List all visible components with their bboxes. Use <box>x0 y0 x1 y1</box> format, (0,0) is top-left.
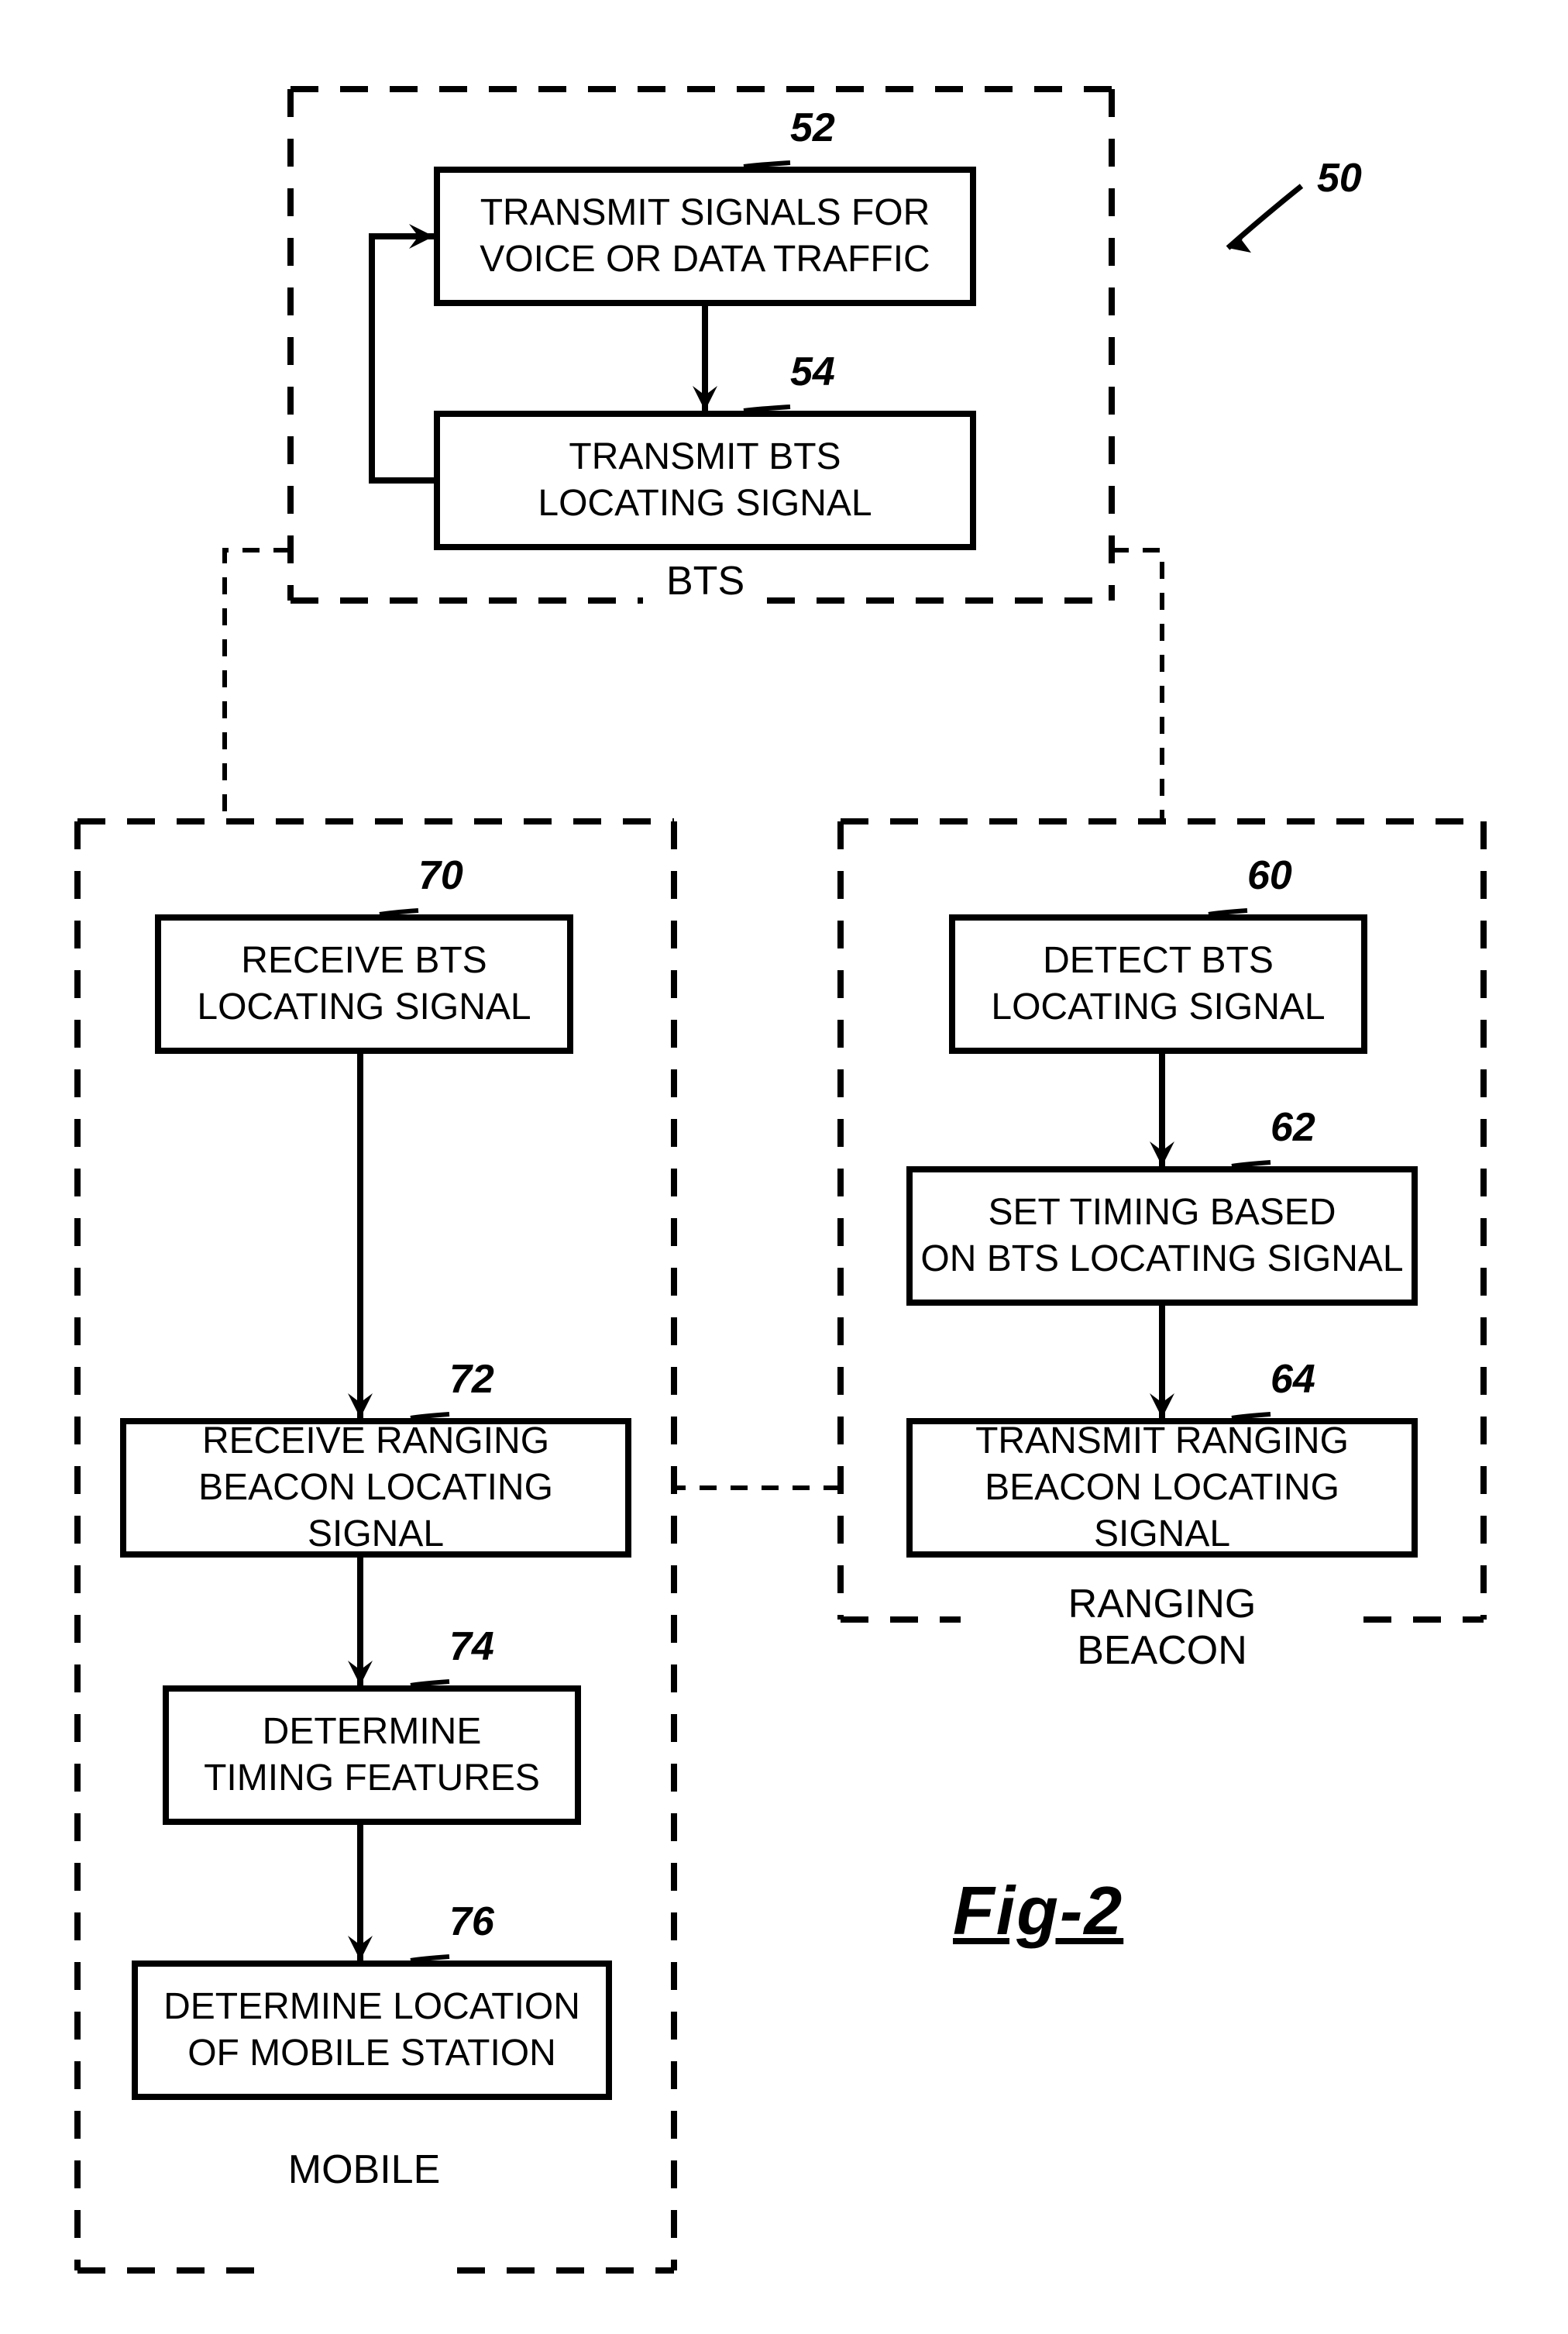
ref-62: 62 <box>1271 1104 1315 1151</box>
box-text: RECEIVE RANGINGBEACON LOCATING SIGNAL <box>134 1418 617 1558</box>
ref-74: 74 <box>449 1623 494 1670</box>
box-text: DETECT BTSLOCATING SIGNAL <box>991 938 1325 1031</box>
box-text: DETERMINE LOCATIONOF MOBILE STATION <box>163 1984 580 2077</box>
figure-label: Fig-2 <box>953 1871 1123 1950</box>
box-determine-timing: DETERMINETIMING FEATURES <box>163 1685 581 1825</box>
box-text: DETERMINETIMING FEATURES <box>204 1709 540 1802</box>
ref-70: 70 <box>418 852 463 899</box>
box-set-timing: SET TIMING BASEDON BTS LOCATING SIGNAL <box>906 1166 1418 1306</box>
group-label-bts: BTS <box>666 558 744 604</box>
box-transmit-voice-data: TRANSMIT SIGNALS FORVOICE OR DATA TRAFFI… <box>434 167 976 306</box>
ref-64: 64 <box>1271 1356 1315 1403</box>
box-text: TRANSMIT RANGINGBEACON LOCATING SIGNAL <box>920 1418 1404 1558</box>
box-text: RECEIVE BTSLOCATING SIGNAL <box>197 938 531 1031</box>
box-receive-ranging-beacon: RECEIVE RANGINGBEACON LOCATING SIGNAL <box>120 1418 631 1558</box>
box-receive-bts-locating: RECEIVE BTSLOCATING SIGNAL <box>155 914 573 1054</box>
ref-60: 60 <box>1247 852 1292 899</box>
box-determine-location: DETERMINE LOCATIONOF MOBILE STATION <box>132 1960 612 2100</box>
box-detect-bts-locating: DETECT BTSLOCATING SIGNAL <box>949 914 1367 1054</box>
group-label-mobile: MOBILE <box>287 2146 442 2193</box>
ref-54: 54 <box>790 349 835 395</box>
box-transmit-bts-locating: TRANSMIT BTSLOCATING SIGNAL <box>434 411 976 550</box>
box-text: TRANSMIT BTSLOCATING SIGNAL <box>538 434 872 527</box>
box-text: TRANSMIT SIGNALS FORVOICE OR DATA TRAFFI… <box>480 190 930 283</box>
group-label-ranging-beacon: RANGING BEACON <box>984 1581 1340 1674</box>
ref-76: 76 <box>449 1899 494 1945</box>
ref-72: 72 <box>449 1356 494 1403</box>
box-transmit-ranging-beacon: TRANSMIT RANGINGBEACON LOCATING SIGNAL <box>906 1418 1418 1558</box>
ref-52: 52 <box>790 105 835 151</box>
box-text: SET TIMING BASEDON BTS LOCATING SIGNAL <box>920 1189 1403 1282</box>
ref-50: 50 <box>1317 155 1362 201</box>
